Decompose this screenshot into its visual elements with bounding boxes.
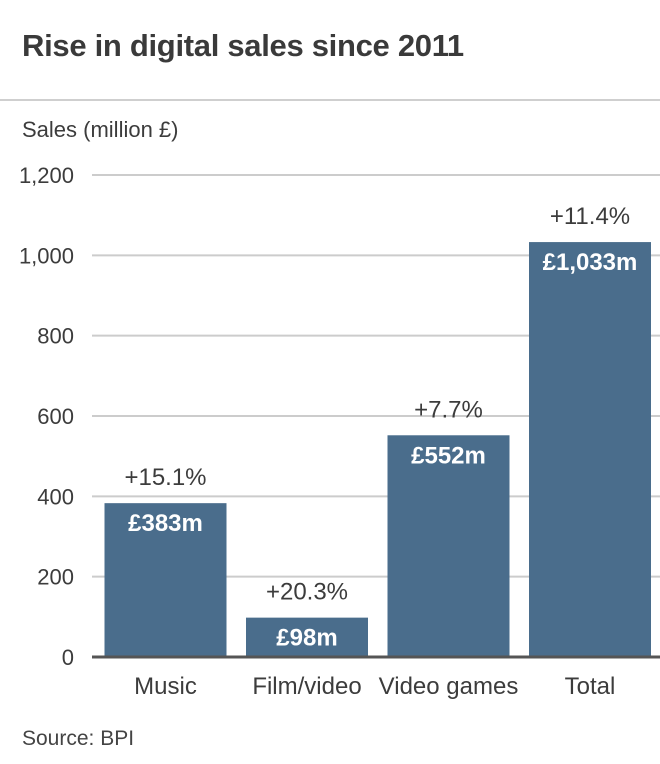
y-tick-label: 200: [37, 565, 74, 590]
y-tick-label: 400: [37, 484, 74, 509]
bar-total: [529, 242, 651, 657]
bar-film-video: [246, 617, 368, 657]
y-tick-label: 800: [37, 324, 74, 349]
x-category-label: Video games: [379, 673, 519, 700]
bar-value-label: £1,033m: [543, 249, 638, 276]
source-note: Source: BPI: [22, 727, 135, 750]
bar-change-label: +15.1%: [124, 464, 206, 491]
bar-value-label: £98m: [276, 625, 337, 652]
bar-music: [104, 503, 227, 657]
bar-value-label: £383m: [128, 510, 203, 537]
bar-video-games: [387, 435, 510, 657]
bar-change-label: +7.7%: [414, 396, 483, 423]
x-category-label: Total: [565, 673, 616, 700]
y-tick-label: 600: [37, 404, 74, 429]
chart-title: Rise in digital sales since 2011: [22, 28, 464, 63]
y-tick-label: 1,000: [19, 243, 74, 268]
bar-change-label: +20.3%: [266, 579, 348, 606]
title-divider: [0, 99, 660, 101]
x-category-label: Film/video: [252, 673, 361, 700]
x-category-label: Music: [134, 673, 197, 700]
y-axis-label: Sales (million £): [22, 117, 179, 142]
bar-value-label: £552m: [411, 442, 486, 469]
y-tick-label: 0: [62, 645, 74, 670]
y-tick-label: 1,200: [19, 163, 74, 188]
bar-change-label: +11.4%: [550, 203, 630, 230]
